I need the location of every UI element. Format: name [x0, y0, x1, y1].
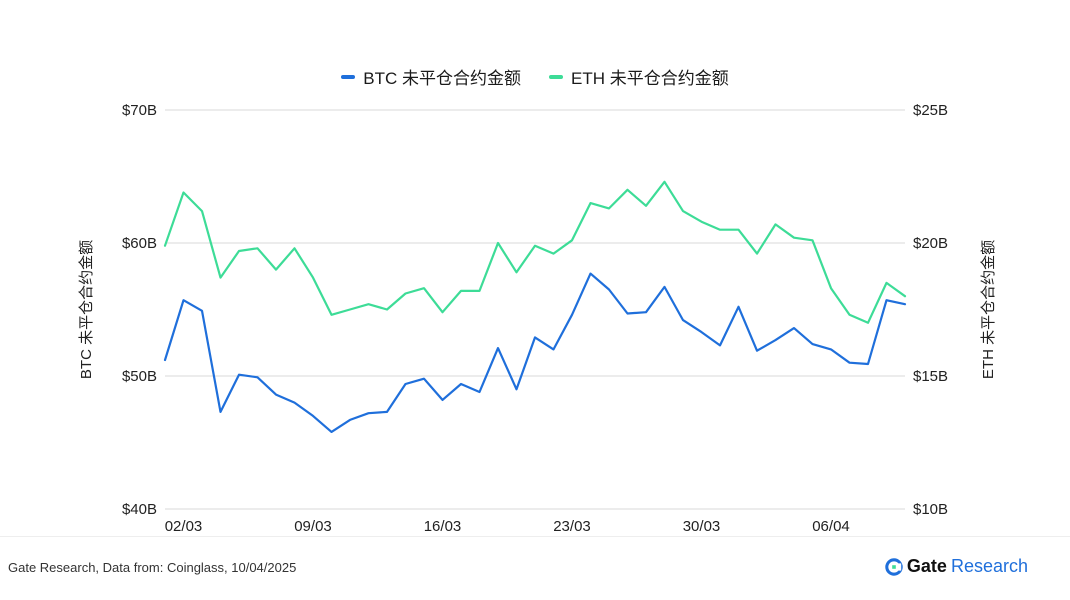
y-left-axis-title: BTC 未平仓合约金额 [78, 240, 95, 379]
legend-item-eth[interactable]: ETH 未平仓合约金额 [549, 64, 729, 89]
y-right-tick-label: $25B [913, 102, 948, 119]
series-line-btc [163, 272, 907, 433]
x-tick-label: 30/03 [683, 518, 721, 535]
brand-name-research: Research [950, 556, 1028, 576]
legend-swatch-eth [549, 74, 563, 79]
x-tick-label: 23/03 [553, 518, 591, 535]
y-right-axis-title: ETH 未平仓合约金额 [980, 240, 997, 379]
legend-item-btc[interactable]: BTC 未平仓合约金额 [341, 64, 521, 89]
x-tick-label: 06/04 [812, 518, 850, 535]
legend-swatch-btc [341, 74, 356, 79]
y-left-tick-label: $40B [122, 501, 157, 518]
x-tick-label: 09/03 [294, 518, 332, 535]
y-left-tick-label: $50B [122, 368, 157, 385]
series-line-eth [163, 180, 907, 324]
brand-logo-block: Gate Research [885, 556, 1028, 577]
y-left-tick-label: $60B [122, 235, 157, 252]
source-note: Gate Research, Data from: Coinglass, 10/… [8, 560, 297, 575]
x-tick-label: 02/03 [165, 518, 203, 535]
brand-name-gate: Gate [906, 556, 947, 576]
y-right-tick-label: $15B [913, 368, 948, 385]
y-left-tick-label: $70B [122, 102, 157, 119]
legend-label-eth: ETH 未平仓合约金额 [571, 69, 729, 88]
gate-logo-icon [885, 557, 903, 576]
x-tick-label: 16/03 [424, 518, 462, 535]
y-right-tick-label: $10B [913, 501, 948, 518]
legend: BTC 未平仓合约金额 ETH 未平仓合约金额 [0, 64, 1070, 89]
y-right-tick-label: $20B [913, 235, 948, 252]
footer-divider [0, 536, 1070, 537]
legend-label-btc: BTC 未平仓合约金额 [363, 69, 521, 88]
